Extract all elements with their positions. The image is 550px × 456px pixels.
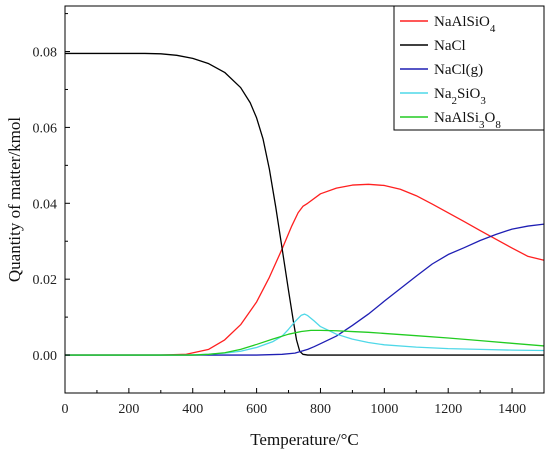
- legend-label: Na2SiO3: [434, 86, 486, 107]
- legend-label: NaAlSiO4: [434, 14, 496, 35]
- legend-label: NaCl(g): [434, 62, 483, 78]
- y-tick-label: 0.00: [33, 349, 58, 364]
- y-axis: 0.00 0.02 0.04 0.06 0.08: [33, 13, 70, 394]
- y-tick-label: 0.04: [33, 197, 58, 212]
- x-tick-label: 600: [246, 402, 267, 417]
- series-line-na2sio3: [65, 313, 545, 356]
- x-tick-label: 800: [310, 402, 331, 417]
- x-tick-label: 1400: [498, 402, 526, 417]
- x-tick-label: 0: [62, 402, 69, 417]
- plot-frame: [64, 5, 545, 394]
- legend: NaAlSiO4 NaCl NaCl(g) Na2SiO3 NaAlSi3O8: [393, 5, 545, 131]
- y-axis-title: Quantity of matter/kmol: [5, 117, 24, 283]
- y-tick-label: 0.02: [33, 273, 58, 288]
- series-line-nacl: [65, 52, 544, 356]
- plot-area: [64, 5, 545, 394]
- y-tick-label: 0.08: [33, 46, 58, 61]
- series-line-naalsi3o8: [65, 329, 545, 356]
- x-tick-label: 400: [182, 402, 203, 417]
- series-line-naalsio4: [65, 183, 545, 356]
- x-axis: 0 200 400 600 800 1000 1200 1400: [62, 388, 526, 417]
- x-tick-label: 1200: [434, 402, 462, 417]
- series-line-nacl-g-: [65, 223, 545, 356]
- x-axis-title: Temperature/°C: [250, 430, 359, 449]
- legend-box: [393, 5, 545, 131]
- legend-label: NaCl: [434, 38, 466, 54]
- y-tick-label: 0.06: [33, 121, 58, 136]
- x-tick-label: 200: [118, 402, 139, 417]
- x-tick-label: 1000: [370, 402, 398, 417]
- legend-label: NaAlSi3O8: [434, 110, 501, 131]
